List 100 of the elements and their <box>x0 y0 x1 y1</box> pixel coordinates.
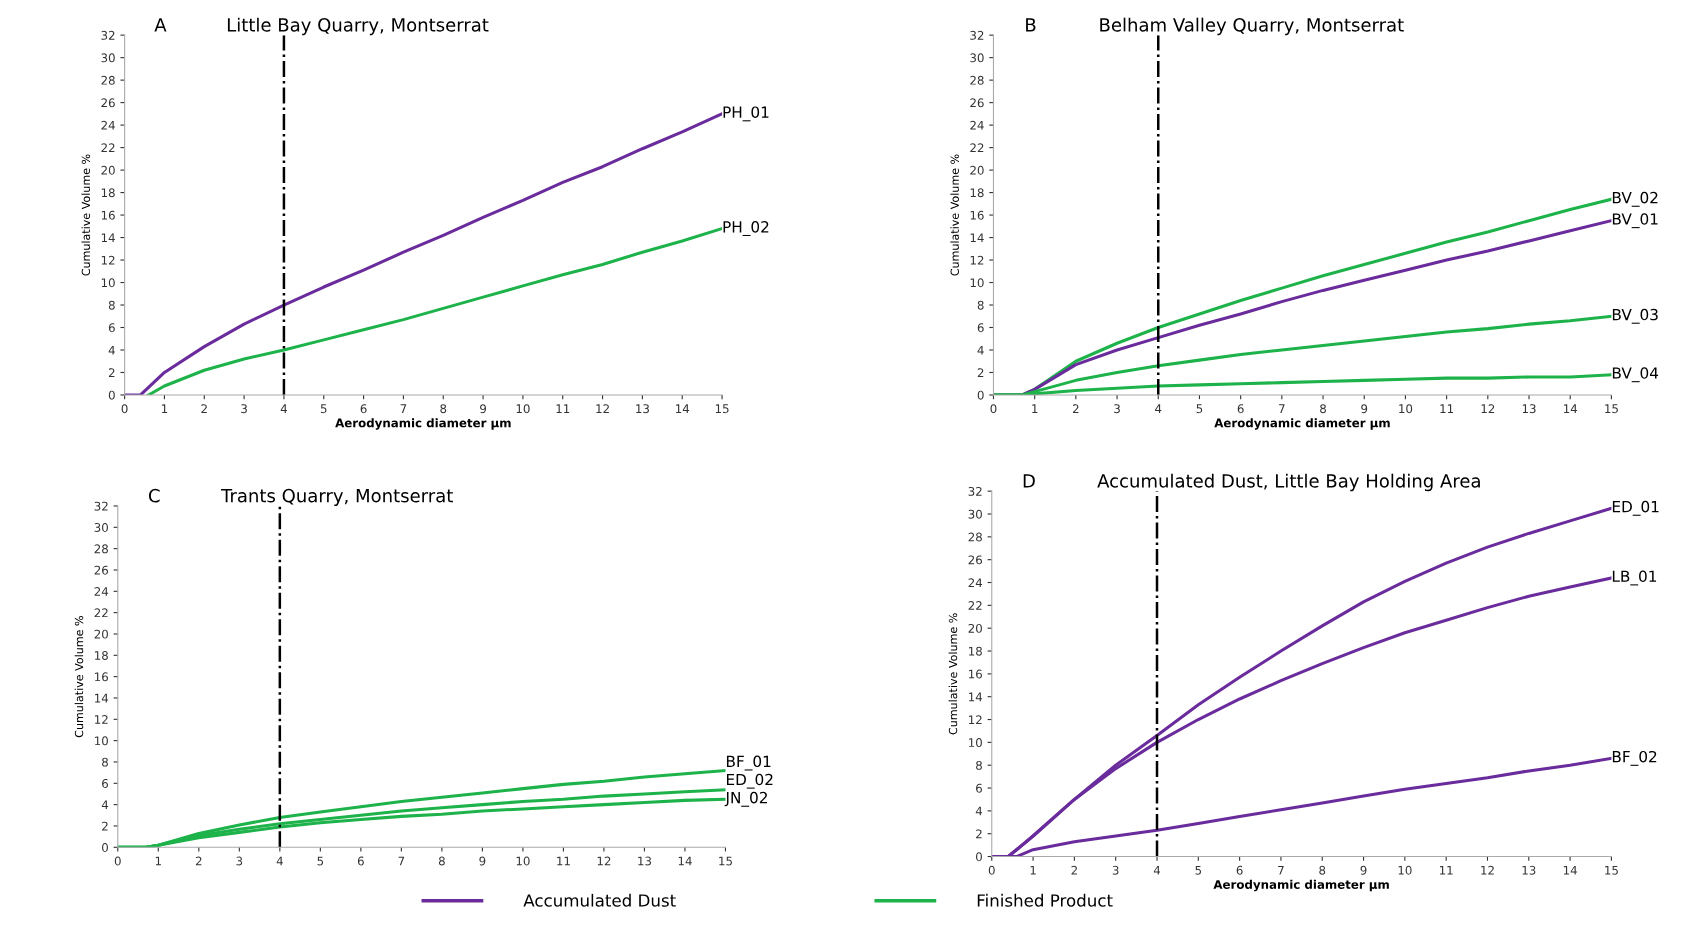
y-tick-label: 30 <box>968 509 982 519</box>
x-tick-label: 8 <box>1320 404 1326 414</box>
x-tick-label: 1 <box>155 856 161 866</box>
y-tick-label: 10 <box>101 278 115 288</box>
y-tick-label: 30 <box>94 523 108 532</box>
y-axis-title: Cumulative Volume % <box>950 154 959 276</box>
x-tick-label: 12 <box>596 404 609 413</box>
y-tick-label: 16 <box>969 669 982 679</box>
series-label: BF_02 <box>1612 750 1657 766</box>
y-tick-label: 30 <box>101 53 115 63</box>
y-tick-label: 0 <box>977 390 984 400</box>
x-tick-label: 14 <box>676 404 690 413</box>
x-tick-label: 14 <box>1563 865 1577 875</box>
chart-title: Accumulated Dust, Little Bay Holding Area <box>1097 473 1480 492</box>
x-tick-label: 7 <box>398 856 405 866</box>
y-tick-label: 20 <box>94 629 108 639</box>
y-tick-label: 20 <box>968 623 982 633</box>
y-tick-label: 16 <box>95 672 109 682</box>
x-tick-label: 5 <box>320 404 327 414</box>
y-tick-label: 2 <box>976 829 982 839</box>
y-tick-label: 6 <box>977 323 984 333</box>
x-tick-label: 9 <box>480 404 487 414</box>
y-tick-label: 26 <box>101 98 115 108</box>
x-tick-label: 4 <box>1153 865 1161 875</box>
x-tick-label: 15 <box>715 404 729 414</box>
x-tick-label: 2 <box>1072 404 1079 413</box>
x-tick-label: 12 <box>597 856 611 866</box>
x-tick-label: 7 <box>400 404 407 413</box>
y-tick-label: 4 <box>101 800 109 810</box>
x-tick-label: 6 <box>360 404 367 414</box>
y-tick-label: 24 <box>968 578 983 587</box>
y-tick-label: 4 <box>108 345 115 355</box>
x-tick-label: 5 <box>1196 404 1203 414</box>
x-tick-label: 15 <box>1605 865 1618 875</box>
series-label: BV_02 <box>1612 191 1658 207</box>
y-axis-title: Cumulative Volume % <box>948 613 958 735</box>
y-tick-label: 20 <box>101 165 115 175</box>
x-axis-title: Aerodynamic diameter µm <box>1213 879 1389 892</box>
y-tick-label: 16 <box>101 210 115 220</box>
x-tick-label: 3 <box>236 856 243 866</box>
series-label: ED_02 <box>726 773 773 789</box>
x-tick-label: 3 <box>241 404 247 414</box>
x-tick-label: 12 <box>1481 404 1495 413</box>
y-tick-label: 26 <box>970 98 984 108</box>
series-label: BV_01 <box>1612 213 1658 229</box>
y-tick-label: 22 <box>970 143 984 153</box>
x-tick-label: 6 <box>1236 865 1243 875</box>
x-tick-label: 1 <box>1030 865 1036 875</box>
series-label: ED_01 <box>1612 500 1659 516</box>
x-tick-label: 2 <box>195 856 202 866</box>
y-tick-label: 22 <box>968 601 982 610</box>
x-axis-title: Aerodynamic diameter µm <box>335 418 511 430</box>
y-axis-title: Cumulative Volume % <box>74 616 84 738</box>
y-tick-label: 26 <box>968 555 982 565</box>
text: D <box>1023 474 1035 488</box>
x-tick-label: 0 <box>121 404 128 414</box>
y-tick-label: 6 <box>976 783 982 793</box>
x-tick-label: 0 <box>990 404 997 414</box>
y-tick-label: 12 <box>970 255 984 265</box>
x-tick-label: 11 <box>1439 865 1453 875</box>
x-tick-label: 5 <box>317 856 324 866</box>
x-tick-label: 4 <box>1155 404 1162 413</box>
y-tick-label: 22 <box>101 143 115 153</box>
text: B <box>1026 18 1036 32</box>
x-tick-label: 15 <box>719 856 732 866</box>
y-tick-label: 14 <box>970 233 984 243</box>
x-tick-label: 8 <box>438 856 445 866</box>
y-tick-label: 10 <box>970 278 984 288</box>
y-tick-label: 10 <box>95 736 108 746</box>
y-tick-label: 6 <box>108 323 115 333</box>
y-tick-label: 8 <box>108 300 115 310</box>
y-tick-label: 12 <box>969 715 982 725</box>
x-tick-label: 10 <box>1399 404 1413 414</box>
y-tick-label: 6 <box>102 779 109 788</box>
y-tick-label: 28 <box>970 75 984 85</box>
y-tick-label: 2 <box>108 368 115 377</box>
y-tick-label: 14 <box>101 233 115 243</box>
y-tick-label: 28 <box>101 75 115 85</box>
chart-title: Trants Quarry, Montserrat <box>221 488 453 506</box>
y-tick-label: 24 <box>94 587 109 596</box>
x-tick-label: 10 <box>516 404 530 414</box>
x-tick-label: 5 <box>1195 865 1202 875</box>
series-label: LB_01 <box>1612 570 1657 586</box>
y-tick-label: 4 <box>977 345 984 355</box>
x-tick-label: 0 <box>988 865 995 875</box>
y-tick-label: 24 <box>970 120 984 130</box>
x-tick-label: 14 <box>1564 404 1578 413</box>
y-tick-label: 18 <box>970 188 984 198</box>
y-tick-label: 8 <box>976 760 982 770</box>
y-tick-label: 12 <box>101 255 115 265</box>
x-tick-label: 4 <box>280 404 288 413</box>
text: Accumulated Dust <box>523 893 676 907</box>
x-tick-label: 13 <box>1522 404 1536 414</box>
series-label: PH_02 <box>723 221 769 237</box>
x-tick-label: 11 <box>556 404 570 413</box>
series-label: BF_01 <box>726 755 771 771</box>
x-tick-label: 1 <box>161 404 168 413</box>
series-label: JN_02 <box>724 791 767 807</box>
series-label: BV_03 <box>1612 308 1658 324</box>
y-tick-label: 12 <box>95 715 108 724</box>
